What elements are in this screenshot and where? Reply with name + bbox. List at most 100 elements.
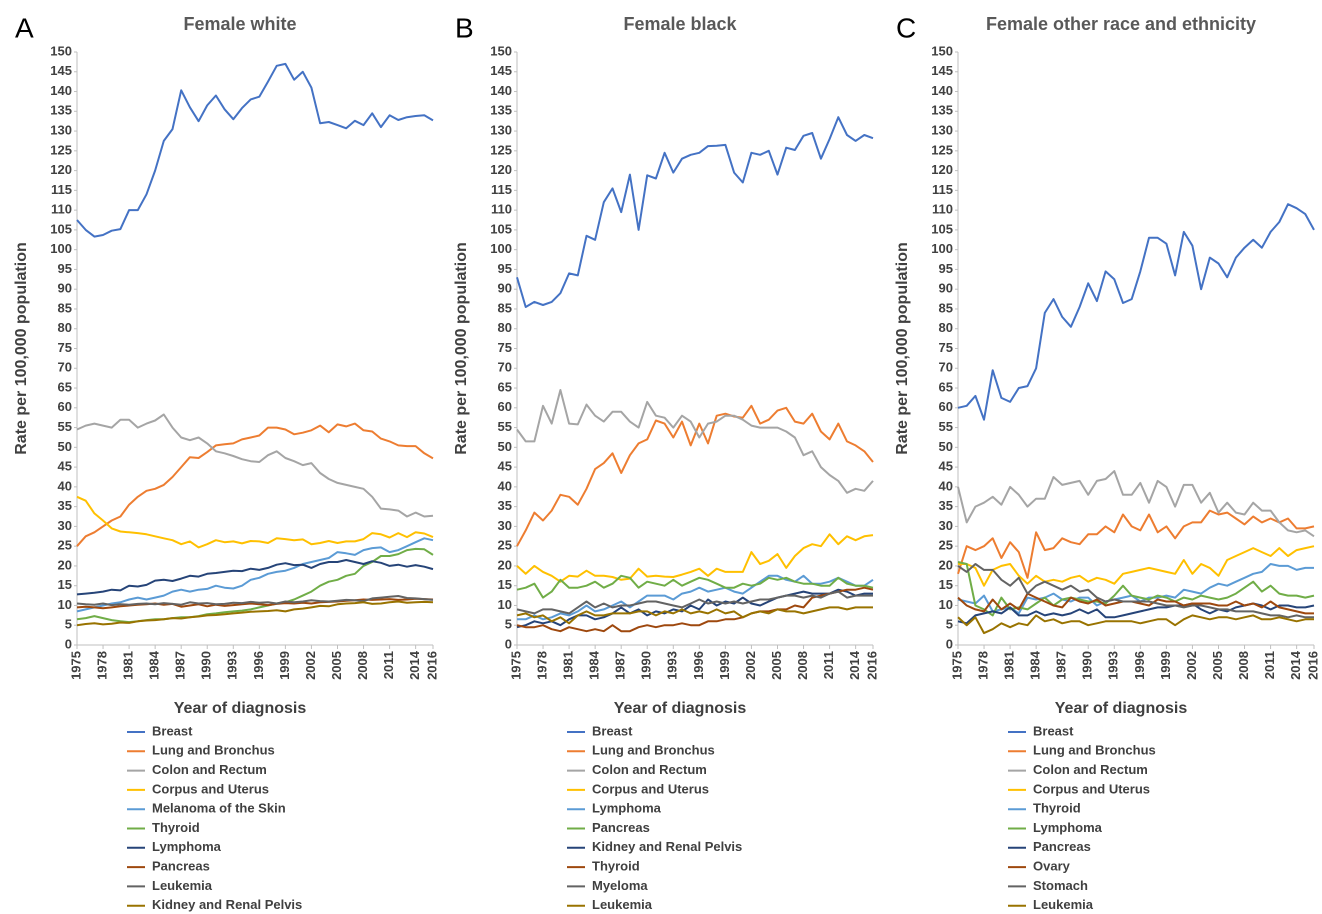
y-tick-label: 10 bbox=[939, 597, 953, 612]
x-tick-label: 2005 bbox=[1210, 651, 1225, 680]
y-tick-label: 10 bbox=[498, 597, 512, 612]
y-tick-label: 110 bbox=[491, 202, 512, 217]
y-tick-label: 35 bbox=[498, 498, 512, 513]
y-axis-label: Rate per 100,000 population bbox=[894, 242, 911, 455]
y-tick-label: 135 bbox=[490, 103, 512, 118]
x-tick-label: 2002 bbox=[743, 651, 758, 680]
legend-label: Leukemia bbox=[592, 897, 653, 912]
x-tick-label: 2008 bbox=[1236, 651, 1251, 680]
y-tick-label: 40 bbox=[498, 478, 512, 493]
series-line bbox=[516, 606, 873, 625]
series-line bbox=[957, 563, 1314, 615]
x-tick-label: 2016 bbox=[1305, 651, 1320, 680]
chart-title: Female other race and ethnicity bbox=[986, 14, 1256, 34]
x-axis-label: Year of diagnosis bbox=[174, 700, 307, 717]
y-tick-label: 120 bbox=[931, 162, 953, 177]
series-line bbox=[76, 422, 434, 547]
x-tick-label: 2002 bbox=[1184, 651, 1199, 680]
y-tick-label: 55 bbox=[939, 419, 953, 434]
y-tick-label: 50 bbox=[498, 439, 512, 454]
legend-label: Colon and Rectum bbox=[152, 762, 267, 777]
y-tick-label: 140 bbox=[931, 83, 953, 98]
x-tick-label: 1987 bbox=[613, 651, 628, 680]
y-tick-label: 150 bbox=[931, 43, 953, 58]
series-line bbox=[957, 509, 1315, 579]
series-line bbox=[76, 595, 434, 607]
legend-label: Stomach bbox=[1033, 878, 1088, 893]
series-line bbox=[957, 563, 1314, 619]
y-tick-label: 115 bbox=[932, 182, 953, 197]
x-tick-label: 2002 bbox=[303, 651, 318, 680]
series-line bbox=[957, 470, 1315, 538]
x-tick-label: 1978 bbox=[534, 651, 549, 680]
y-tick-label: 55 bbox=[58, 419, 72, 434]
x-tick-label: 2014 bbox=[847, 650, 862, 680]
y-tick-label: 50 bbox=[939, 439, 953, 454]
x-tick-label: 1996 bbox=[691, 651, 706, 680]
legend-label: Kidney and Renal Pelvis bbox=[592, 839, 742, 854]
y-tick-label: 70 bbox=[939, 360, 953, 375]
series-line bbox=[516, 586, 874, 633]
y-tick-label: 80 bbox=[939, 320, 953, 335]
y-tick-label: 15 bbox=[939, 577, 953, 592]
y-axis-label: Rate per 100,000 population bbox=[453, 242, 470, 455]
legend-label: Breast bbox=[592, 723, 633, 738]
y-tick-label: 120 bbox=[50, 162, 72, 177]
y-tick-label: 0 bbox=[65, 636, 72, 651]
y-tick-label: 20 bbox=[498, 557, 512, 572]
x-tick-label: 2016 bbox=[424, 651, 439, 680]
y-tick-label: 130 bbox=[490, 123, 512, 138]
x-tick-label: 2011 bbox=[1262, 651, 1277, 679]
x-tick-label: 1990 bbox=[639, 651, 654, 680]
x-tick-label: 2008 bbox=[355, 651, 370, 680]
x-tick-label: 1993 bbox=[1106, 651, 1121, 680]
x-tick-label: 1993 bbox=[665, 651, 680, 680]
x-tick-label: 1984 bbox=[587, 650, 602, 680]
legend-label: Pancreas bbox=[592, 820, 650, 835]
x-tick-label: 1978 bbox=[975, 651, 990, 680]
y-tick-label: 70 bbox=[58, 360, 72, 375]
y-tick-label: 0 bbox=[505, 636, 512, 651]
y-tick-label: 90 bbox=[498, 281, 512, 296]
y-tick-label: 130 bbox=[50, 123, 72, 138]
series-line bbox=[516, 574, 874, 599]
y-tick-label: 20 bbox=[939, 557, 953, 572]
y-tick-label: 135 bbox=[931, 103, 953, 118]
legend-label: Lymphoma bbox=[152, 839, 222, 854]
y-tick-label: 145 bbox=[931, 63, 953, 78]
y-tick-label: 100 bbox=[490, 241, 512, 256]
legend-label: Kidney and Renal Pelvis bbox=[152, 897, 302, 912]
y-tick-label: 105 bbox=[931, 221, 953, 236]
x-tick-label: 1975 bbox=[949, 651, 964, 680]
x-tick-label: 1987 bbox=[173, 651, 188, 680]
y-tick-label: 65 bbox=[58, 379, 72, 394]
x-tick-label: 1990 bbox=[1080, 651, 1095, 680]
series-line bbox=[76, 600, 434, 627]
y-tick-label: 75 bbox=[939, 340, 953, 355]
series-line bbox=[958, 545, 1315, 587]
series-line bbox=[76, 62, 434, 238]
y-tick-label: 30 bbox=[58, 518, 72, 533]
y-tick-label: 120 bbox=[490, 162, 512, 177]
x-tick-label: 1975 bbox=[68, 651, 83, 680]
legend-label: Thyroid bbox=[592, 859, 640, 874]
y-tick-label: 135 bbox=[50, 103, 72, 118]
legend-label: Pancreas bbox=[1033, 839, 1091, 854]
legend-label: Breast bbox=[152, 723, 193, 738]
x-axis-label: Year of diagnosis bbox=[614, 700, 747, 717]
x-tick-label: 1981 bbox=[121, 651, 136, 680]
x-tick-label: 1999 bbox=[1158, 651, 1173, 680]
y-tick-label: 70 bbox=[498, 360, 512, 375]
x-tick-label: 2014 bbox=[407, 650, 422, 680]
x-tick-label: 1999 bbox=[717, 651, 732, 680]
y-tick-label: 150 bbox=[50, 43, 72, 58]
y-tick-label: 100 bbox=[931, 241, 953, 256]
x-tick-label: 2014 bbox=[1288, 650, 1303, 680]
y-tick-label: 15 bbox=[58, 577, 72, 592]
y-tick-label: 35 bbox=[939, 498, 953, 513]
x-tick-label: 1981 bbox=[561, 651, 576, 680]
series-line bbox=[76, 495, 434, 549]
y-tick-label: 5 bbox=[946, 617, 953, 632]
y-tick-label: 100 bbox=[50, 241, 72, 256]
y-tick-label: 25 bbox=[58, 538, 72, 553]
